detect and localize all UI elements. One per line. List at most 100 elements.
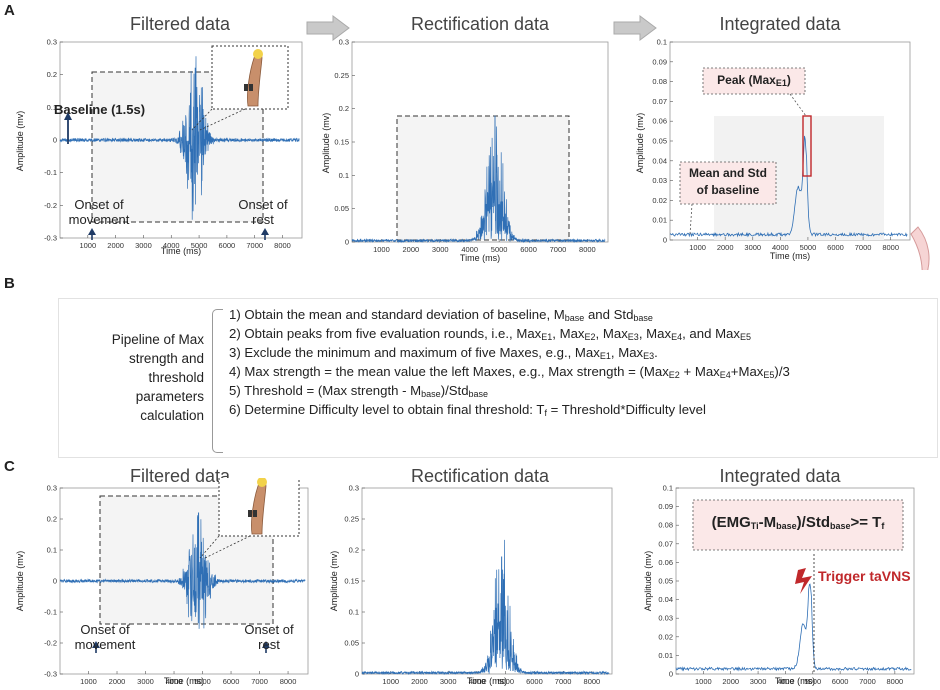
x-tick-label: 7000	[550, 245, 567, 254]
title-c-rectification: Rectification data	[410, 466, 550, 486]
onset-rest-label: Onset of rest	[230, 197, 296, 227]
c1-xlabel: Time (ms)	[163, 676, 205, 686]
y-tick-label: 0.1	[657, 38, 667, 47]
x-tick-label: 8000	[579, 245, 596, 254]
title-c-filtered: Filtered data	[129, 466, 231, 486]
x-tick-label: 7000	[251, 677, 268, 686]
x-tick-label: 8000	[280, 677, 297, 686]
step-4: 4) Max strength = the mean value the lef…	[229, 364, 790, 380]
y-tick-label: -0.1	[44, 168, 57, 177]
y-tick-label: 0.25	[334, 71, 349, 80]
title-a-filtered: Filtered data	[129, 14, 231, 34]
plot-a-rectification: 1000 2000 3000 4000 5000 6000 7000 8000 0 0.05 0.1…	[334, 38, 609, 254]
x-tick-label: 5000	[800, 243, 817, 252]
panel-letter-a: A	[4, 2, 15, 19]
x-tick-label: 5000	[804, 677, 821, 686]
x-tick-label: 2000	[403, 245, 420, 254]
arm-sensor-icon	[248, 478, 267, 535]
x-tick-label: 7000	[246, 241, 263, 250]
peak-label: Peak (MaxE1)	[703, 73, 805, 88]
pipeline-title-line: threshold	[148, 370, 204, 385]
x-tick-label: 7000	[555, 677, 572, 686]
y-tick-label: 0.08	[652, 77, 667, 86]
onset-rest-line2: rest	[252, 212, 274, 227]
plot-a-filtered: 1000 2000 3000 4000 5000 6000 7000 8000 -0.3 -0.2…	[44, 38, 303, 250]
pipeline-title-line: calculation	[140, 408, 204, 423]
mean-std-label: Mean and Std of baseline	[680, 165, 776, 199]
c3-ylabel: Amplitude (mv)	[643, 550, 653, 612]
x-tick-label: 6000	[832, 677, 849, 686]
baseline-label: Baseline (1.5s)	[54, 102, 146, 117]
lightning-icon	[795, 568, 812, 594]
y-tick-label: 0.03	[652, 176, 667, 185]
y-tick-label: 0.2	[349, 546, 359, 555]
y-tick-label: 0.1	[349, 608, 359, 617]
x-tick-label: 5000	[491, 245, 508, 254]
a2-xlabel: Time (ms)	[459, 253, 501, 263]
y-tick-label: 0.08	[658, 521, 673, 530]
y-tick-label: -0.2	[44, 639, 57, 648]
y-tick-label: -0.3	[44, 670, 57, 679]
y-tick-label: 0.09	[652, 57, 667, 66]
x-tick-label: 8000	[882, 243, 899, 252]
a3-ylabel: Amplitude (mv)	[635, 112, 645, 174]
y-tick-label: 0	[53, 136, 57, 145]
pipeline-steps: 1) Obtain the mean and standard deviatio…	[229, 305, 790, 419]
pipeline-box	[58, 298, 938, 458]
y-tick-label: 0	[345, 238, 349, 247]
y-tick-label: 0.3	[339, 38, 349, 47]
mean-std-line1: Mean and Std	[688, 166, 767, 180]
y-tick-label: 0	[53, 577, 57, 586]
x-tick-label: 6000	[219, 241, 236, 250]
x-tick-label: 6000	[526, 677, 543, 686]
step-5: 5) Threshold = (Max strength - Mbase)/St…	[229, 383, 489, 399]
a1-xlabel: Time (ms)	[160, 246, 202, 256]
x-tick-label: 5000	[497, 677, 514, 686]
pipeline-brace	[212, 309, 223, 453]
c-onset-rest-label: Onset of rest	[236, 622, 302, 652]
y-tick-label: 0.05	[652, 137, 667, 146]
x-tick-label: 2000	[717, 243, 734, 252]
a2-ylabel: Amplitude (mv)	[321, 112, 331, 174]
step-1: 1) Obtain the mean and standard deviatio…	[229, 307, 653, 323]
plot-c-rectification: 1000 2000 3000 4000 5000 6000 7000 8000 0 0.05 0.1…	[344, 484, 613, 686]
c-onset-rest-line1: Onset of	[244, 622, 294, 637]
step-2: 2) Obtain peaks from five evaluation rou…	[229, 326, 752, 342]
x-tick-label: 1000	[689, 243, 706, 252]
y-tick-label: 0	[669, 670, 673, 679]
x-tick-label: 3000	[432, 245, 449, 254]
onset-movement-label: Onset of movement	[66, 197, 132, 227]
peak-label-close: )	[786, 73, 791, 87]
x-tick-label: 3000	[750, 677, 767, 686]
chevron-arrow-icon	[613, 15, 657, 41]
y-tick-label: 0.01	[658, 651, 673, 660]
x-tick-label: 2000	[411, 677, 428, 686]
trigger-label: Trigger taVNS	[818, 568, 911, 584]
y-tick-label: 0.07	[652, 97, 667, 106]
y-tick-label: 0.3	[47, 38, 57, 47]
x-tick-label: 4000	[772, 243, 789, 252]
title-c-integrated: Integrated data	[719, 466, 841, 486]
x-tick-label: 8000	[584, 677, 601, 686]
y-tick-label: 0.05	[334, 204, 349, 213]
y-tick-label: 0.07	[658, 539, 673, 548]
pipeline-title-line: Pipeline of Max	[111, 332, 204, 347]
x-tick-label: 5000	[194, 677, 211, 686]
y-tick-label: 0.04	[652, 156, 667, 165]
x-tick-label: 2000	[109, 677, 126, 686]
x-tick-label: 8000	[887, 677, 904, 686]
y-tick-label: 0.05	[344, 639, 359, 648]
y-tick-label: 0.04	[658, 595, 673, 604]
plot-c-filtered: 1000 2000 3000 4000 5000 6000 7000 8000 -0.3 -0.2…	[44, 478, 309, 686]
x-tick-label: 6000	[520, 245, 537, 254]
y-tick-label: 0.01	[652, 216, 667, 225]
y-tick-label: 0.1	[47, 546, 57, 555]
y-tick-label: -0.3	[44, 234, 57, 243]
x-tick-label: 1000	[79, 241, 96, 250]
y-tick-label: 0.1	[663, 484, 673, 493]
y-tick-label: 0.02	[658, 632, 673, 641]
y-tick-label: 0.1	[339, 171, 349, 180]
x-tick-label: 1000	[373, 245, 390, 254]
y-tick-label: 0.3	[47, 484, 57, 493]
y-tick-label: 0.2	[339, 104, 349, 113]
